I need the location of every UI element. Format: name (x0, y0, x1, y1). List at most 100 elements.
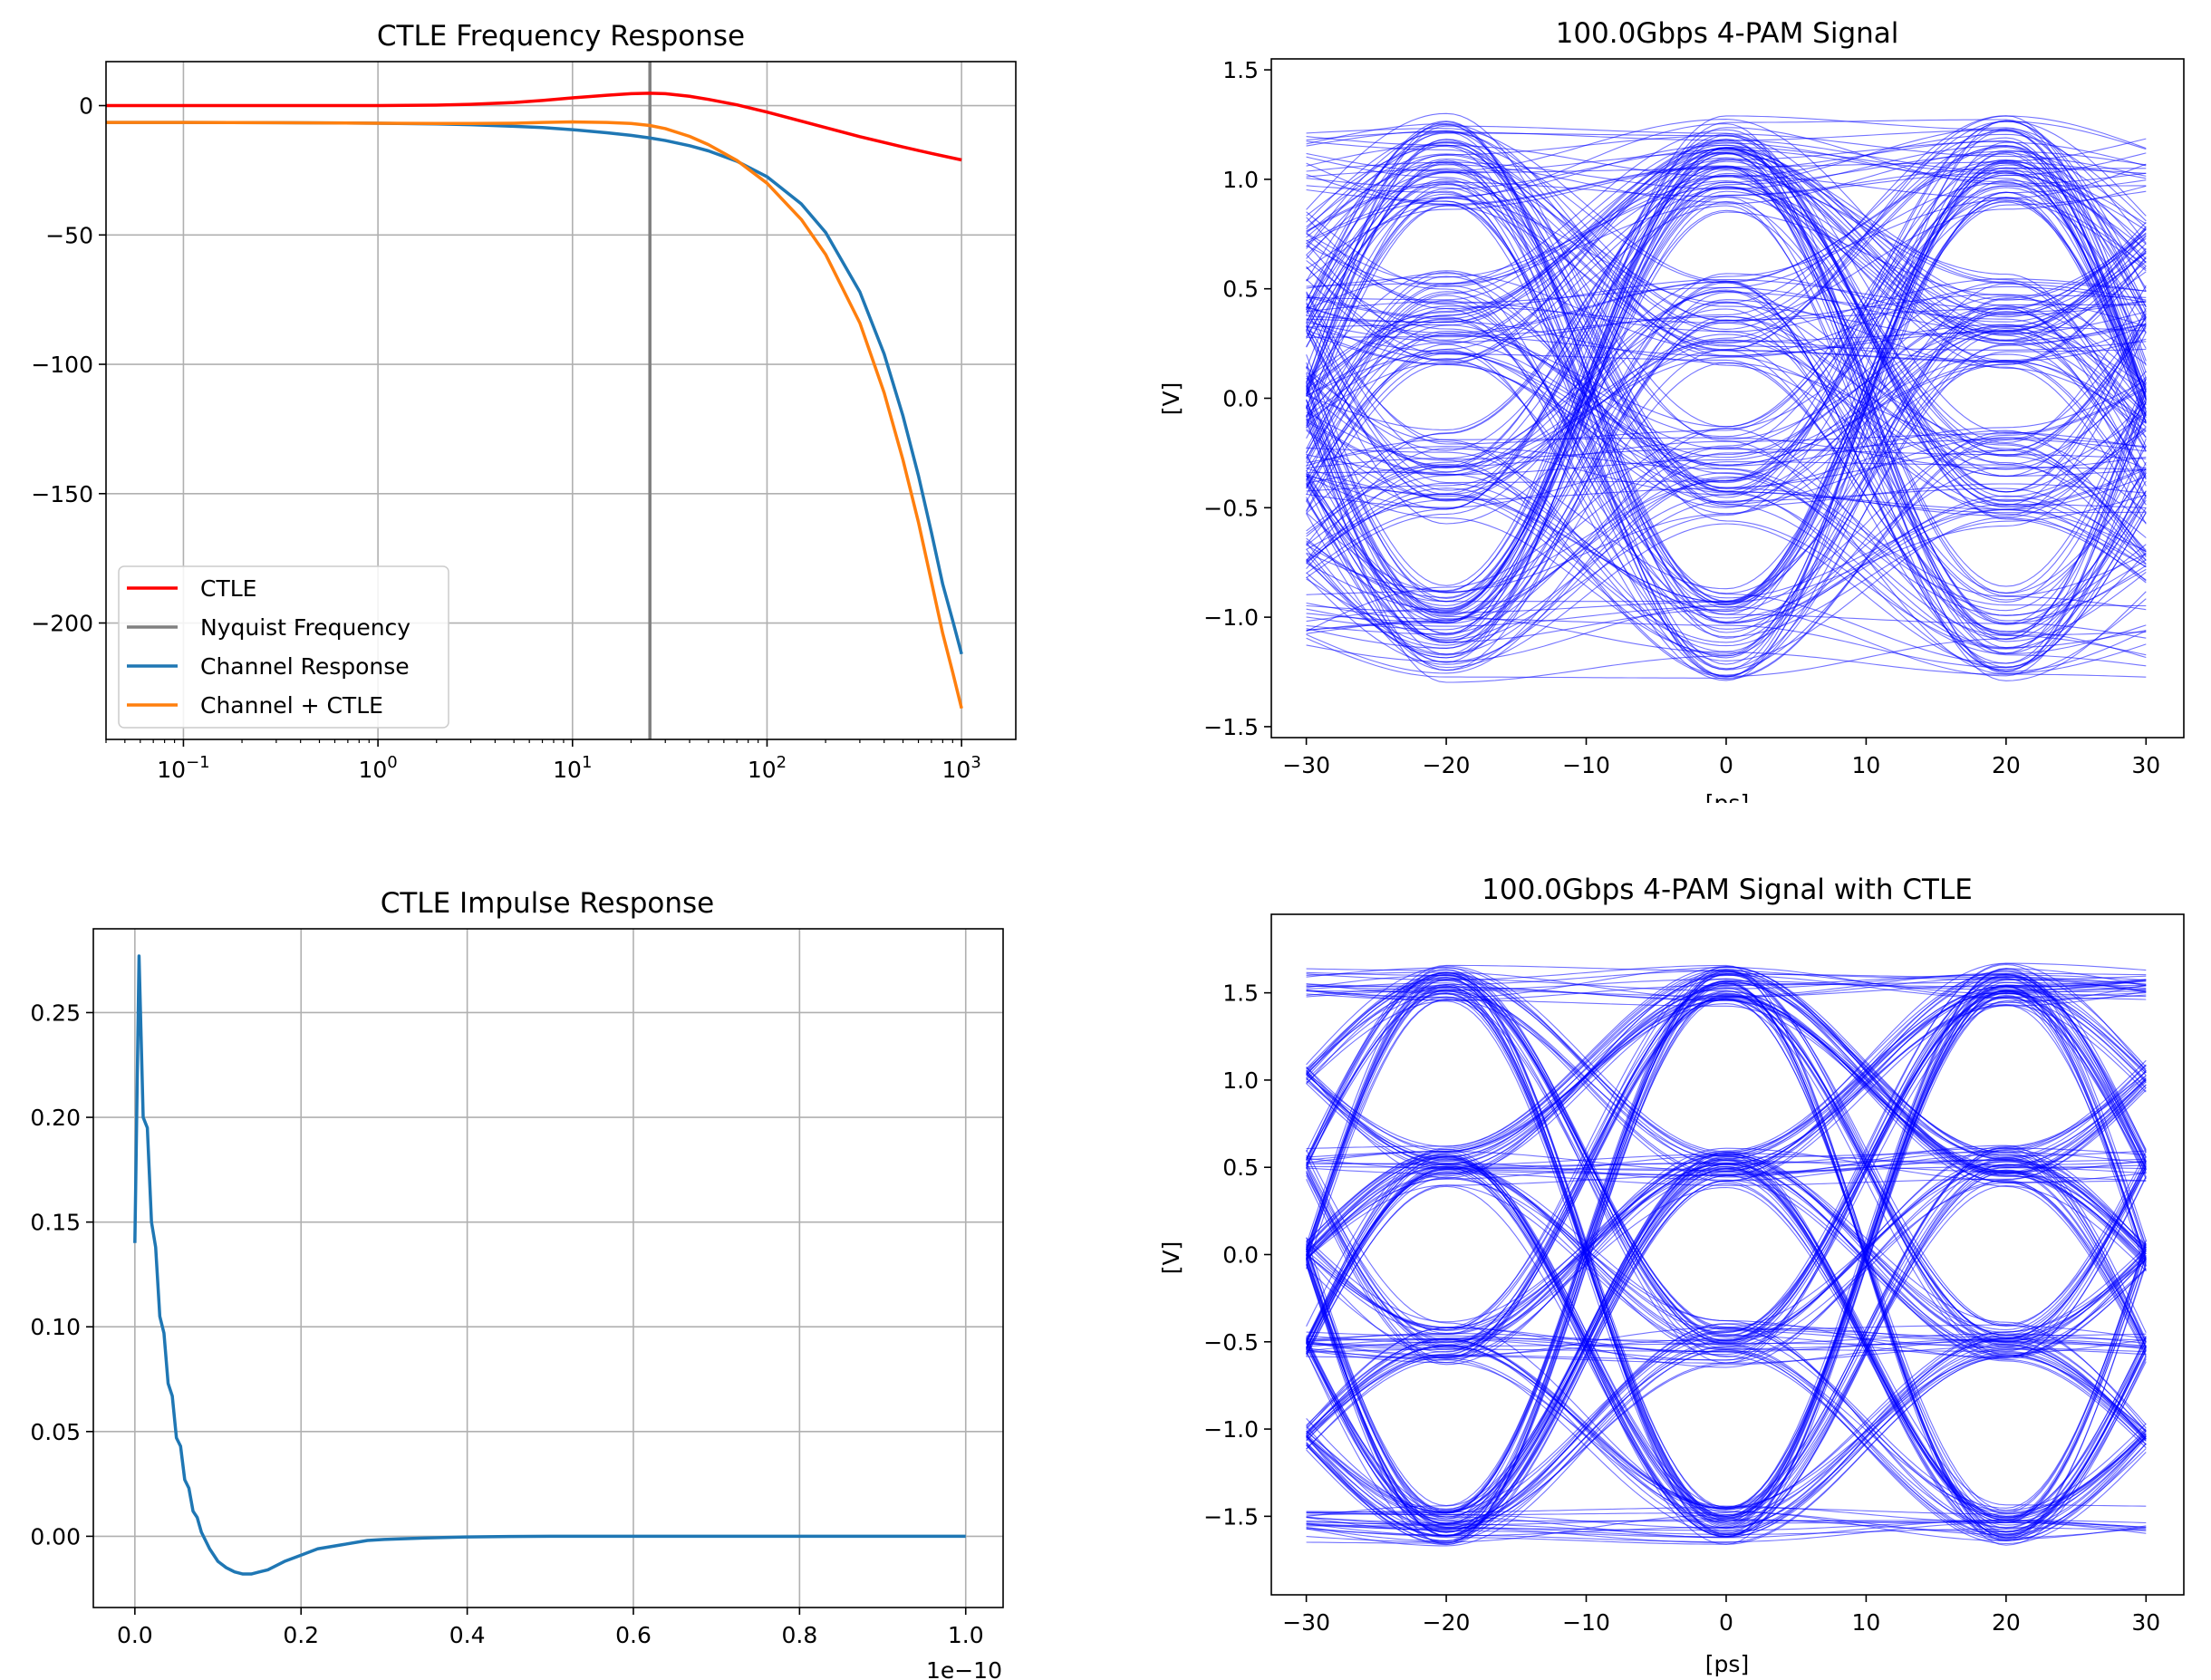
eye2-ytick-label: −1.0 (1203, 1416, 1259, 1443)
freq-xtick-label: 10−1 (157, 753, 209, 783)
eye2-trace (1306, 973, 2147, 1544)
eye2-trace (1306, 985, 2147, 1247)
eye2-trace (1306, 967, 2147, 1000)
eye1-trace (1306, 285, 2147, 514)
eye2-trace (1306, 978, 2147, 1530)
eye1-trace (1306, 245, 2147, 638)
eye1-trace (1306, 133, 2147, 323)
eye1-trace (1306, 153, 2147, 603)
eye2-trace (1306, 995, 2147, 1516)
eye2-trace (1306, 973, 2147, 1517)
freq-ytick-label: −50 (45, 222, 93, 248)
impulse-response-panel: CTLE Impulse Response 0.250.200.150.100.… (30, 887, 1004, 1680)
eye1-trace (1306, 308, 2147, 667)
freq-ytick-label: 0 (79, 93, 93, 120)
impulse-ticks: 0.25 0.20 0.15 0.10 0.05 0.00 0.0 0.2 0.4 0.6 0.8 1… (30, 999, 983, 1648)
eye1-trace (1306, 137, 2147, 400)
eye2-trace (1306, 982, 2147, 1434)
legend-label-ctle: CTLE (200, 575, 256, 602)
eye2-trace (1306, 990, 2147, 1518)
eye2-trace (1306, 964, 2147, 1539)
eye1-trace (1306, 308, 2147, 497)
eye2-trace (1306, 1153, 2147, 1440)
eye2-trace (1306, 987, 2147, 1539)
eye2-ytick-label: −1.5 (1203, 1503, 1259, 1530)
eye1-trace (1306, 375, 2147, 619)
eye2-xtick-label: −20 (1423, 1609, 1471, 1636)
eye1-trace (1306, 294, 2147, 630)
eye2-trace (1306, 980, 2147, 1546)
eye2-trace (1306, 1154, 2147, 1531)
impulse-xtick-label: 0.4 (449, 1622, 486, 1648)
eye2-trace (1306, 996, 2147, 1529)
impulse-x-multiplier: 1e−10 (926, 1657, 1002, 1680)
eye2-trace (1306, 982, 2147, 1518)
eye2-ytick-label: 0.5 (1222, 1154, 1259, 1181)
eye1-trace (1306, 257, 2147, 466)
eye2-trace (1306, 971, 2147, 1511)
eye2-trace (1306, 992, 2147, 1529)
eye2-trace (1306, 980, 2147, 1435)
eye1-trace (1306, 181, 2147, 607)
legend-box (118, 565, 449, 729)
eye2-trace (1306, 1000, 2147, 1536)
eye1-trace (1306, 353, 2147, 476)
eye2-trace (1306, 1077, 2147, 1358)
eye2-trace (1306, 980, 2147, 1516)
eye1-trace (1306, 151, 2147, 487)
eye2-trace (1306, 981, 2147, 1522)
eye1-xtick-label: −30 (1282, 752, 1330, 778)
eye2-trace (1306, 992, 2147, 1510)
eye1-trace (1306, 200, 2147, 649)
ctle-line (106, 92, 962, 162)
eye1-trace (1306, 169, 2147, 612)
eye2-trace (1306, 980, 2147, 1513)
eye2-trace (1306, 1155, 2147, 1538)
eye2-trace (1306, 980, 2147, 1364)
eye2-trace (1306, 1089, 2147, 1355)
eye1-trace (1306, 124, 2147, 602)
eye1-trace (1306, 130, 2147, 366)
eye1-trace (1306, 301, 2147, 603)
eye2-trace (1306, 993, 2147, 1513)
eye2-trace (1306, 966, 2147, 1511)
eye1-trace (1306, 125, 2147, 567)
eye2-xtick-label: −30 (1282, 1609, 1330, 1636)
eye2-trace (1306, 968, 2147, 1527)
freq-response-title: CTLE Frequency Response (377, 20, 745, 53)
eye2-trace (1306, 975, 2147, 1537)
eye1-trace (1306, 159, 2147, 623)
eye2-trace (1306, 990, 2147, 1538)
eye1-trace (1306, 333, 2147, 584)
eye1-trace (1306, 266, 2147, 635)
eye1-trace (1306, 291, 2147, 488)
eye1-trace (1306, 198, 2147, 643)
eye1-trace (1306, 148, 2147, 625)
eye2-trace (1306, 985, 2147, 1520)
eye1-trace (1306, 295, 2147, 594)
freq-xtick-label: 103 (942, 753, 981, 783)
eye1-trace (1306, 187, 2147, 643)
eye2-trace (1306, 971, 2147, 1517)
eye2-trace (1306, 967, 2147, 1526)
eye2-trace (1306, 1333, 2147, 1345)
eye2-trace (1306, 1169, 2147, 1521)
eye2-trace (1306, 1163, 2147, 1507)
eye1-trace (1306, 178, 2147, 655)
eye2-trace (1306, 998, 2147, 1436)
eye1-trace (1306, 239, 2147, 594)
eye2-trace (1306, 970, 2147, 1366)
eye2-trace (1306, 1249, 2147, 1537)
eye1-trace (1306, 140, 2147, 401)
eye1-trace (1306, 159, 2147, 612)
eye2-trace (1306, 1071, 2147, 1527)
eye2-trace (1306, 1154, 2147, 1429)
eye1-trace (1306, 152, 2147, 639)
eye2-trace (1306, 970, 2147, 1533)
eye2-trace (1306, 1161, 2147, 1450)
eye1-trace (1306, 121, 2147, 623)
freq-response-panel: CTLE Frequency Response 0 −50 −100 −150 −200… (31, 20, 1017, 783)
eye1-xtick-label: 20 (1992, 752, 2021, 778)
eye1-trace (1306, 150, 2147, 635)
